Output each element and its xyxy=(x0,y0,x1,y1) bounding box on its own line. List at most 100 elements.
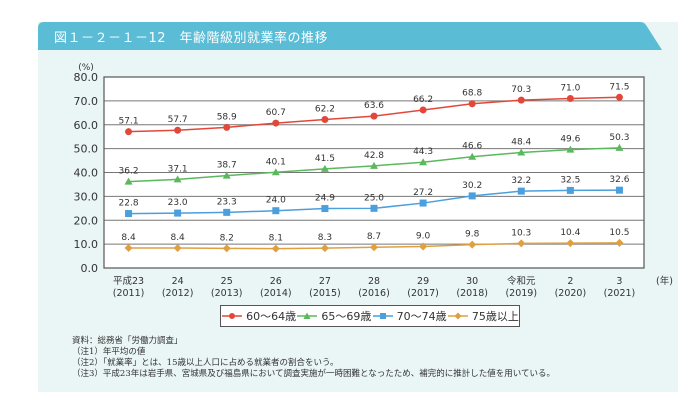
x-tick-label-era: 3 xyxy=(616,276,622,287)
y-tick-label: 20.0 xyxy=(74,214,99,227)
data-point-square xyxy=(468,192,476,200)
legend-item-60-64: 60～64歳 xyxy=(221,308,296,324)
data-point-circle xyxy=(468,100,476,108)
data-point-triangle xyxy=(222,171,231,179)
data-point-diamond xyxy=(320,244,329,253)
data-label: 9.0 xyxy=(416,232,431,242)
legend-label: 70～74歳 xyxy=(396,310,447,323)
data-point-circle xyxy=(370,112,378,120)
y-tick-label: 80.0 xyxy=(74,71,99,84)
data-label: 8.4 xyxy=(170,233,185,243)
data-point-circle xyxy=(272,119,280,127)
x-tick-label-year: (2012) xyxy=(162,288,194,299)
data-point-diamond xyxy=(419,242,428,251)
x-tick-label-year: (2014) xyxy=(260,288,292,299)
data-label: 24.0 xyxy=(266,196,286,206)
data-label: 40.1 xyxy=(266,157,286,167)
data-label: 30.2 xyxy=(462,181,482,191)
data-point-circle xyxy=(174,126,182,134)
legend-diamond-marker-icon xyxy=(447,312,468,320)
data-label: 62.2 xyxy=(315,104,335,114)
y-tick-label: 70.0 xyxy=(74,95,99,108)
legend-label: 75歳以上 xyxy=(471,310,519,323)
note-2: （注2）「就業率」とは、15歳以上人口に占める就業者の割合をいう。 xyxy=(72,358,339,368)
data-point-square xyxy=(419,199,427,207)
x-tick-label-year: (2017) xyxy=(407,288,439,299)
data-point-circle xyxy=(615,93,623,101)
data-point-diamond xyxy=(566,239,575,248)
data-label: 8.3 xyxy=(318,233,332,243)
y-axis: 0.0 10.0 20.0 30.0 40.0 50.0 60.0 70.0 80.0 xyxy=(74,71,99,275)
data-label: 32.6 xyxy=(609,175,629,185)
x-tick-label-year: (2018) xyxy=(456,288,488,299)
y-tick-label: 30.0 xyxy=(74,190,99,203)
data-point-triangle xyxy=(615,143,624,151)
data-point-diamond xyxy=(615,238,624,247)
legend: 60～64歳 65～69歳 70～74歳 75歳以上 xyxy=(220,305,520,327)
legend-circle-marker-icon xyxy=(222,313,243,319)
data-point-diamond xyxy=(271,244,280,253)
y-tick-label: 0.0 xyxy=(81,262,99,275)
data-point-square xyxy=(370,204,378,212)
data-label: 9.8 xyxy=(465,230,480,240)
data-label: 58.9 xyxy=(217,112,237,122)
data-label: 10.4 xyxy=(560,228,580,238)
legend-item-70-74: 70～74歳 xyxy=(372,308,447,324)
data-label: 68.8 xyxy=(462,89,482,99)
data-point-circle xyxy=(419,106,427,114)
data-label: 24.9 xyxy=(315,194,335,204)
data-label: 8.7 xyxy=(367,232,381,242)
x-tick-label-year: (2013) xyxy=(211,288,243,299)
note-1: （注1）年平均の値 xyxy=(72,347,146,357)
data-label: 22.8 xyxy=(119,199,139,209)
figure-title: 図１－２－１－12 年齢階級別就業率の推移 xyxy=(54,31,329,46)
data-label: 8.1 xyxy=(269,234,283,244)
data-label: 37.1 xyxy=(168,164,188,174)
y-tick-label: 50.0 xyxy=(74,143,99,156)
data-point-triangle xyxy=(370,161,378,169)
data-point-triangle xyxy=(517,148,526,156)
data-label: 60.7 xyxy=(266,108,286,118)
data-point-diamond xyxy=(173,243,182,252)
data-point-square xyxy=(615,186,623,194)
x-tick-label-era: 令和元 xyxy=(507,275,536,287)
data-label: 57.1 xyxy=(119,117,139,127)
data-label: 10.3 xyxy=(511,228,531,238)
x-tick-label-era: 29 xyxy=(417,276,429,287)
data-label: 36.2 xyxy=(119,167,139,177)
data-label: 63.6 xyxy=(364,101,384,111)
x-tick-label-era: 30 xyxy=(466,276,478,287)
data-point-square xyxy=(517,187,525,195)
data-point-triangle xyxy=(320,164,329,172)
data-point-triangle xyxy=(566,145,575,153)
legend-label: 65～69歳 xyxy=(321,310,372,323)
data-label: 32.2 xyxy=(511,176,531,186)
x-tick-label-year: (2011) xyxy=(113,288,145,299)
x-tick-label-era: 2 xyxy=(567,276,573,287)
data-point-square xyxy=(223,208,231,216)
data-label: 48.4 xyxy=(511,137,531,147)
legend-triangle-marker-icon xyxy=(297,312,318,319)
data-labels: 57.1 57.7 58.9 60.7 62.2 63.6 66.2 68.8 70.3 71.0… xyxy=(119,82,630,243)
data-point-triangle xyxy=(468,152,477,160)
y-tick-label: 40.0 xyxy=(74,167,99,180)
figure-header: 図１－２－１－12 年齢階級別就業率の推移 xyxy=(38,22,678,50)
data-label: 23.3 xyxy=(217,197,237,207)
data-point-diamond xyxy=(124,243,133,252)
x-tick-label-era: 平成23 xyxy=(113,275,144,287)
y-tick-label: 10.0 xyxy=(74,238,99,251)
data-point-square xyxy=(321,205,329,213)
data-point-triangle xyxy=(124,177,133,185)
data-label: 23.0 xyxy=(168,198,188,208)
data-point-triangle xyxy=(419,158,428,166)
data-point-square xyxy=(566,186,574,194)
data-label: 44.3 xyxy=(413,147,433,157)
x-tick-label-era: 24 xyxy=(172,276,184,287)
data-label: 70.3 xyxy=(511,85,531,95)
x-tick-label-year: (2015) xyxy=(309,288,341,299)
data-label: 42.8 xyxy=(364,151,384,161)
header-background xyxy=(38,22,662,50)
data-point-circle xyxy=(223,123,231,131)
data-label: 8.2 xyxy=(220,233,234,243)
data-point-circle xyxy=(566,94,574,102)
